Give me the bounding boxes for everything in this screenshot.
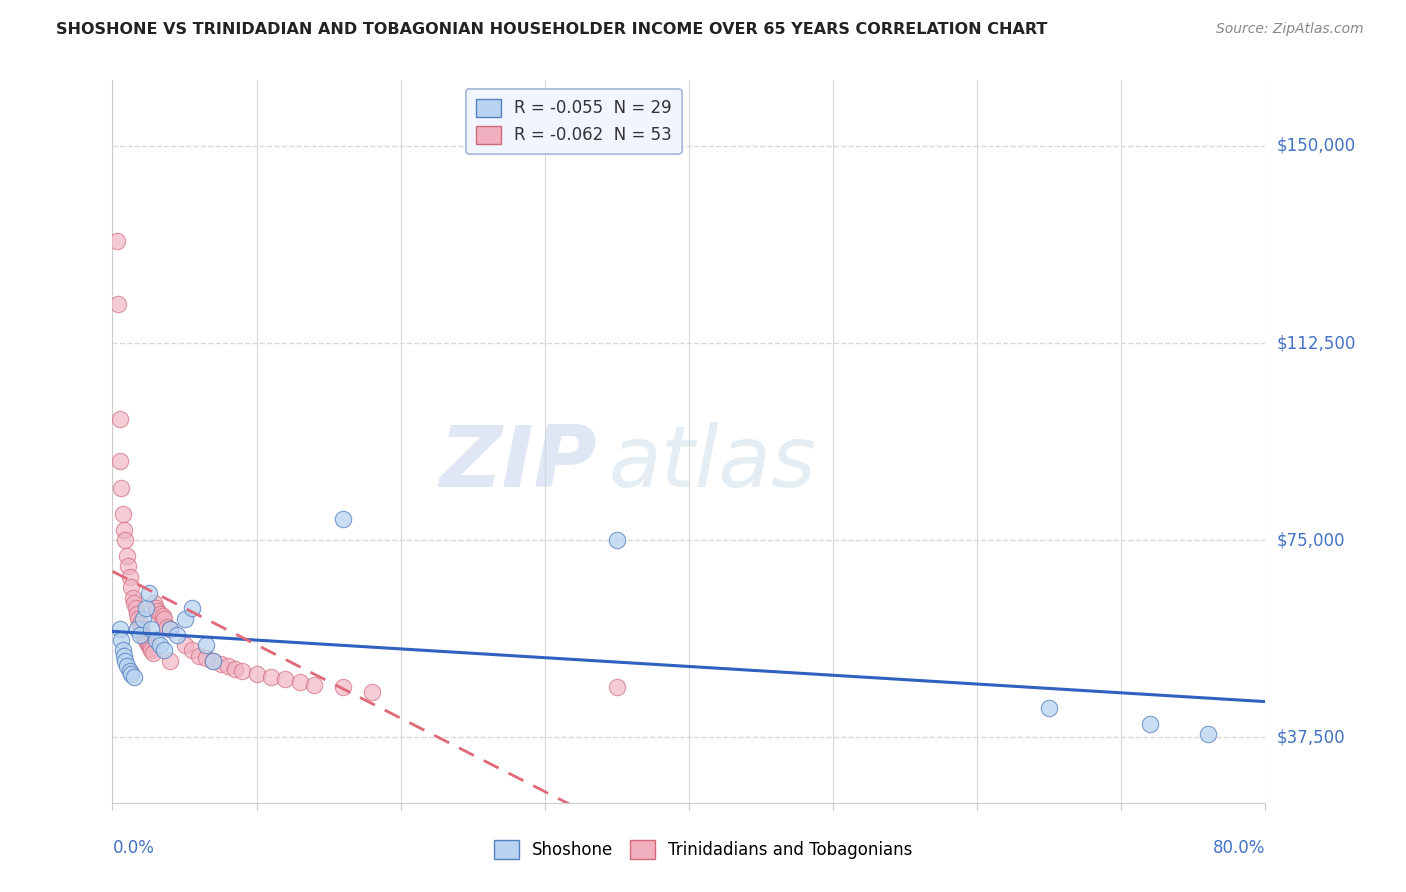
Point bbox=[135, 601, 157, 615]
Point bbox=[274, 673, 297, 687]
Point bbox=[145, 601, 167, 615]
Point bbox=[115, 659, 138, 673]
Point bbox=[1139, 717, 1161, 731]
Text: SHOSHONE VS TRINIDADIAN AND TOBAGONIAN HOUSEHOLDER INCOME OVER 65 YEARS CORRELAT: SHOSHONE VS TRINIDADIAN AND TOBAGONIAN H… bbox=[56, 22, 1047, 37]
Point bbox=[141, 623, 163, 637]
Legend: Shoshone, Trinidadians and Tobagonians: Shoshone, Trinidadians and Tobagonians bbox=[486, 834, 920, 866]
Point bbox=[120, 667, 142, 681]
Point bbox=[180, 601, 202, 615]
Point bbox=[138, 638, 160, 652]
Point bbox=[111, 643, 134, 657]
Point bbox=[606, 680, 628, 694]
Point bbox=[122, 596, 145, 610]
Point bbox=[118, 665, 141, 679]
Point bbox=[173, 612, 195, 626]
Point bbox=[117, 559, 139, 574]
Point bbox=[149, 638, 172, 652]
Point bbox=[231, 665, 253, 679]
Point bbox=[135, 632, 157, 647]
Point bbox=[332, 512, 354, 526]
Point bbox=[195, 638, 218, 652]
Point bbox=[139, 640, 162, 655]
Text: $112,500: $112,500 bbox=[1277, 334, 1355, 352]
Point bbox=[153, 612, 176, 626]
Point bbox=[246, 667, 269, 681]
Point bbox=[202, 654, 225, 668]
Point bbox=[1038, 701, 1060, 715]
Point bbox=[122, 670, 145, 684]
Point bbox=[108, 623, 131, 637]
Point bbox=[606, 533, 628, 547]
Point bbox=[217, 659, 239, 673]
Point bbox=[146, 604, 169, 618]
Point bbox=[127, 612, 149, 626]
Point bbox=[105, 234, 128, 248]
Point bbox=[224, 662, 246, 676]
Text: atlas: atlas bbox=[609, 422, 817, 505]
Point bbox=[118, 570, 141, 584]
Point bbox=[136, 635, 159, 649]
Point bbox=[153, 643, 176, 657]
Point bbox=[159, 623, 181, 637]
Text: ZIP: ZIP bbox=[439, 422, 596, 505]
Point bbox=[121, 591, 143, 605]
Text: $75,000: $75,000 bbox=[1277, 531, 1346, 549]
Point bbox=[142, 646, 165, 660]
Point bbox=[209, 657, 232, 671]
Point bbox=[360, 685, 382, 699]
Point bbox=[134, 630, 156, 644]
Point bbox=[120, 580, 142, 594]
Point bbox=[129, 623, 153, 637]
Text: $150,000: $150,000 bbox=[1277, 137, 1355, 155]
Point bbox=[107, 296, 129, 310]
Text: 0.0%: 0.0% bbox=[112, 838, 155, 857]
Point bbox=[159, 623, 181, 637]
Point bbox=[114, 654, 136, 668]
Point bbox=[110, 632, 132, 647]
Point bbox=[125, 623, 148, 637]
Point bbox=[125, 607, 148, 621]
Point bbox=[138, 585, 160, 599]
Point bbox=[115, 549, 138, 563]
Point bbox=[188, 648, 211, 663]
Point bbox=[128, 627, 150, 641]
Text: Source: ZipAtlas.com: Source: ZipAtlas.com bbox=[1216, 22, 1364, 37]
Point bbox=[132, 627, 155, 641]
Point bbox=[195, 651, 218, 665]
Point bbox=[141, 643, 163, 657]
Point bbox=[156, 620, 179, 634]
Text: $37,500: $37,500 bbox=[1277, 728, 1346, 746]
Point bbox=[152, 609, 174, 624]
Point bbox=[149, 607, 172, 621]
Point bbox=[111, 507, 134, 521]
Point bbox=[173, 638, 195, 652]
Point bbox=[143, 596, 166, 610]
Point bbox=[145, 632, 167, 647]
Point bbox=[202, 654, 225, 668]
Point bbox=[112, 523, 135, 537]
Point bbox=[166, 627, 188, 641]
Point bbox=[108, 454, 131, 468]
Point bbox=[180, 643, 202, 657]
Point bbox=[260, 670, 283, 684]
Point bbox=[159, 654, 181, 668]
Point bbox=[304, 677, 326, 691]
Point bbox=[128, 617, 150, 632]
Point bbox=[108, 412, 131, 426]
Point bbox=[110, 481, 132, 495]
Point bbox=[1197, 727, 1219, 741]
Point bbox=[332, 680, 354, 694]
Point bbox=[124, 601, 146, 615]
Text: 80.0%: 80.0% bbox=[1213, 838, 1265, 857]
Point bbox=[288, 675, 311, 690]
Legend: R = -0.055  N = 29, R = -0.062  N = 53: R = -0.055 N = 29, R = -0.062 N = 53 bbox=[465, 88, 682, 154]
Point bbox=[112, 648, 135, 663]
Point bbox=[132, 612, 155, 626]
Point bbox=[114, 533, 136, 547]
